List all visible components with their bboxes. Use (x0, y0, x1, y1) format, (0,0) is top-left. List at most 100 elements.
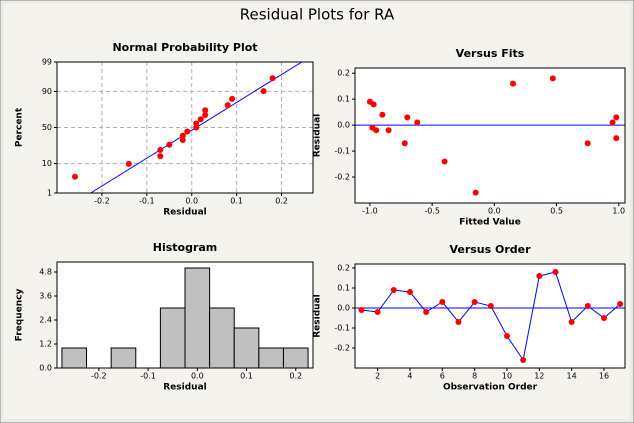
y-axis-label: Residual (313, 114, 323, 157)
point (193, 120, 200, 127)
point (224, 102, 231, 109)
x-tick-label: -0.5 (424, 207, 440, 216)
y-tick-label: -0.2 (334, 344, 350, 353)
point (125, 160, 132, 167)
x-tick-label: 14 (567, 372, 577, 381)
x-axis-label: Observation Order (443, 383, 538, 393)
bar (110, 347, 137, 369)
point (157, 153, 164, 160)
plot-frame (56, 261, 314, 369)
x-tick-label: 10 (502, 372, 512, 381)
point (584, 303, 591, 309)
y-tick-label: 99 (42, 58, 52, 67)
x-tick-label: -0.1 (140, 372, 156, 381)
point (379, 111, 386, 118)
point (229, 95, 236, 102)
x-axis-label: Fitted Value (459, 218, 521, 228)
plot-frame (354, 263, 626, 369)
plot-frame (354, 67, 626, 204)
y-tick-label: 0.0 (39, 364, 52, 373)
point (487, 303, 494, 309)
point (404, 114, 411, 121)
point (423, 309, 430, 315)
bar (282, 347, 309, 369)
point (374, 309, 381, 315)
x-tick-label: 0.2 (275, 197, 288, 206)
point (401, 140, 408, 147)
point (202, 107, 209, 114)
bar (159, 307, 186, 369)
point (552, 269, 559, 275)
point (510, 80, 517, 87)
x-tick-label: 0.5 (550, 207, 563, 216)
y-axis-label: Frequency (15, 289, 25, 342)
plot-area (355, 264, 625, 368)
bar (61, 347, 88, 369)
x-tick-label: 1.0 (612, 207, 625, 216)
point (260, 88, 267, 95)
x-tick-label: 4 (407, 372, 412, 381)
x-tick-label: 12 (534, 372, 544, 381)
point (503, 333, 510, 339)
x-tick-label: -0.1 (139, 197, 155, 206)
point (584, 140, 591, 147)
x-tick-label: 2 (375, 372, 380, 381)
x-tick-label: 0.2 (289, 372, 302, 381)
y-tick-label: -0.1 (334, 324, 350, 333)
bar (209, 307, 235, 369)
point (202, 111, 209, 118)
point (358, 307, 365, 313)
point (439, 299, 446, 305)
point (414, 119, 421, 126)
x-axis-label: Residual (163, 383, 206, 393)
y-axis-label: Percent (15, 107, 25, 147)
y-axis-label: Residual (313, 294, 323, 337)
x-tick-label: 0.0 (191, 372, 204, 381)
y-tick-label: 3.6 (39, 292, 52, 301)
y-tick-label: 0.1 (337, 95, 350, 104)
x-tick-label: 0.1 (230, 197, 243, 206)
bar (233, 327, 260, 369)
bar (258, 347, 284, 369)
y-tick-label: 10 (42, 159, 52, 168)
x-tick-label: -1.0 (362, 207, 378, 216)
point (184, 128, 191, 135)
point (197, 116, 204, 123)
x-tick-label: 0.0 (185, 197, 198, 206)
point (472, 189, 479, 196)
y-tick-label: 4.8 (39, 268, 52, 277)
x-tick-label: 6 (440, 372, 445, 381)
point (455, 319, 462, 325)
point (549, 75, 556, 82)
point (609, 119, 616, 126)
point (613, 135, 620, 142)
point (441, 158, 448, 165)
y-tick-label: 0.0 (337, 121, 350, 130)
x-tick-label: 0.0 (488, 207, 501, 216)
y-tick-label: 0.1 (337, 284, 350, 293)
point (471, 299, 478, 305)
plot-title: Histogram (153, 241, 218, 254)
y-tick-label: 0.2 (337, 264, 350, 273)
point (600, 315, 607, 321)
y-tick-label: 1.2 (39, 340, 52, 349)
point (179, 132, 186, 139)
y-tick-label: 90 (42, 87, 52, 96)
plot-title: Versus Order (449, 243, 531, 256)
y-tick-label: 2.4 (39, 316, 52, 325)
chart-title: Residual Plots for RA (240, 6, 395, 24)
bar (184, 267, 211, 369)
x-tick-label: 16 (599, 372, 609, 381)
point (617, 301, 624, 307)
plot-frame (56, 61, 314, 194)
point (166, 141, 173, 148)
y-tick-label: -0.2 (334, 173, 350, 182)
point (373, 127, 380, 134)
point (157, 146, 164, 153)
point (568, 319, 575, 325)
plot-title: Versus Fits (456, 47, 525, 60)
point (613, 114, 620, 121)
plot-area (355, 68, 625, 203)
y-tick-label: 0.2 (337, 69, 350, 78)
